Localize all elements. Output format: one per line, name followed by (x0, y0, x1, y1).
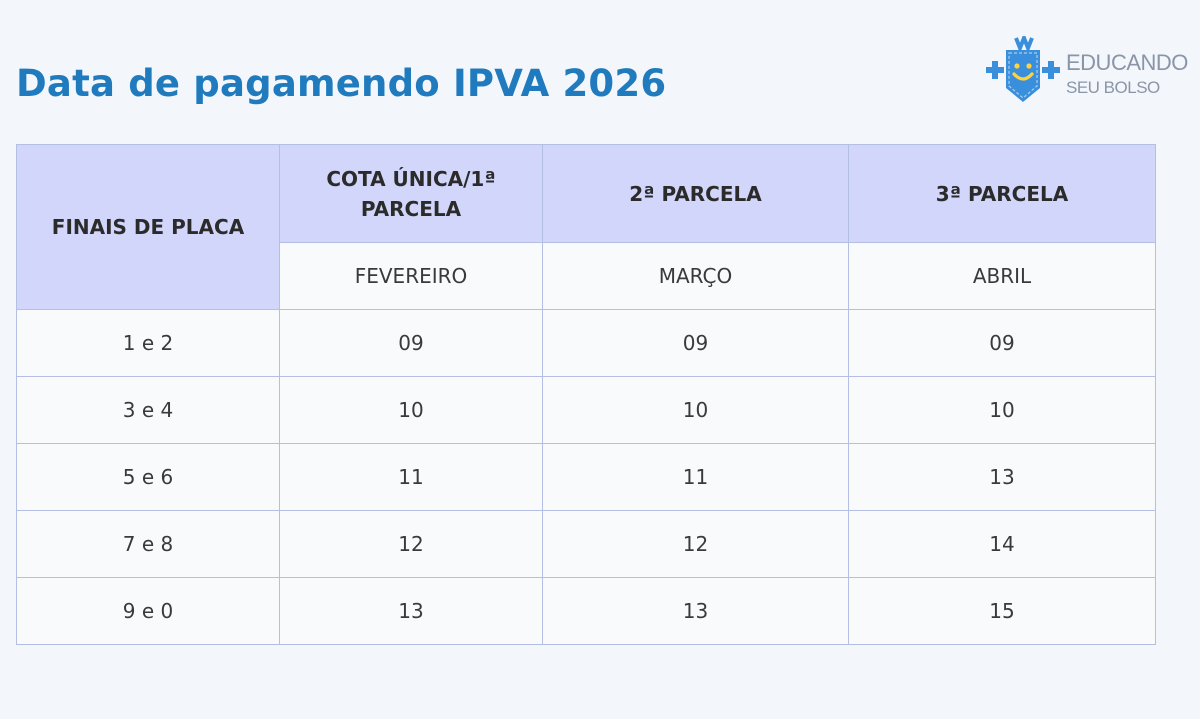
date-cell: 09 (848, 309, 1156, 377)
date-cell: 14 (848, 510, 1156, 578)
date-cell: 13 (542, 577, 849, 645)
date-cell: 15 (848, 577, 1156, 645)
table-row: 7 e 8 12 12 14 (16, 510, 1156, 578)
date-cell: 12 (542, 510, 849, 578)
month-cell: ABRIL (848, 242, 1156, 310)
month-row: FEVEREIRO MARÇO ABRIL (17, 242, 1156, 310)
table-row: 5 e 6 11 11 13 (16, 443, 1156, 511)
month-cell: MARÇO (542, 242, 849, 310)
plate-cell: 1 e 2 (16, 309, 280, 377)
plate-endings-header: FINAIS DE PLACA (16, 144, 280, 310)
plate-cell: 7 e 8 (16, 510, 280, 578)
smiling-pocket-icon (986, 36, 1060, 102)
page-title: Data de pagamendo IPVA 2026 (16, 62, 667, 105)
date-cell: 13 (279, 577, 543, 645)
ipva-payment-table: FINAIS DE PLACA COTA ÚNICA/1ª PARCELA 2ª… (16, 144, 1156, 645)
date-cell: 11 (279, 443, 543, 511)
date-cell: 10 (279, 376, 543, 444)
table-row: 9 e 0 13 13 15 (16, 577, 1156, 645)
educando-seu-bolso-logo: EDUCANDO SEU BOLSO (984, 36, 1188, 106)
date-cell: 13 (848, 443, 1156, 511)
date-cell: 10 (542, 376, 849, 444)
table-row: 3 e 4 10 10 10 (16, 376, 1156, 444)
column-header: 3ª PARCELA (848, 144, 1156, 243)
column-header: 2ª PARCELA (542, 144, 849, 243)
month-cell: FEVEREIRO (279, 242, 543, 310)
table-row: 1 e 2 09 09 09 (16, 309, 1156, 377)
plate-cell: 5 e 6 (16, 443, 280, 511)
logo-wordmark: EDUCANDO SEU BOLSO (1066, 50, 1188, 100)
date-cell: 11 (542, 443, 849, 511)
logo-line-1: EDUCANDO (1066, 50, 1188, 75)
plate-cell: 9 e 0 (16, 577, 280, 645)
table-header-row: FINAIS DE PLACA COTA ÚNICA/1ª PARCELA 2ª… (16, 144, 1156, 310)
date-cell: 09 (279, 309, 543, 377)
date-cell: 09 (542, 309, 849, 377)
date-cell: 10 (848, 376, 1156, 444)
plate-cell: 3 e 4 (16, 376, 280, 444)
date-cell: 12 (279, 510, 543, 578)
logo-line-2: SEU BOLSO (1066, 78, 1160, 97)
column-header: COTA ÚNICA/1ª PARCELA (279, 144, 543, 243)
